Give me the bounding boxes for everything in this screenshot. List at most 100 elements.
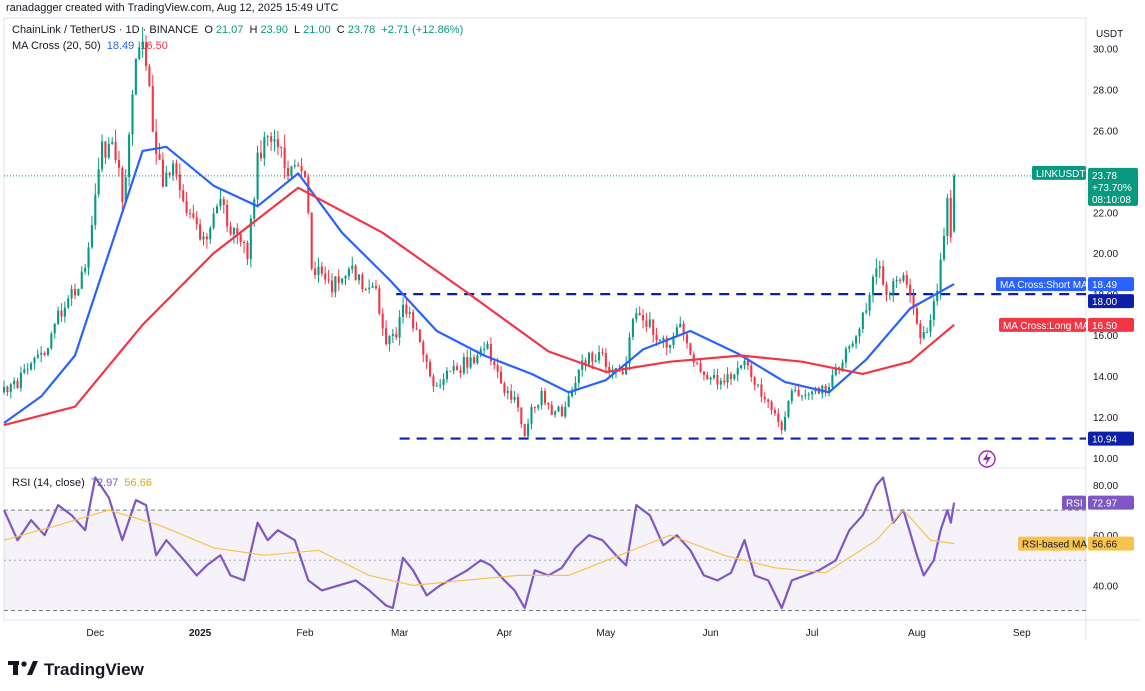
candle-body <box>371 286 374 288</box>
candle-body <box>898 279 902 281</box>
candle-body <box>205 236 208 240</box>
candle-body <box>479 349 482 356</box>
candle-body <box>368 287 371 290</box>
candle-body <box>33 357 36 364</box>
candle-body <box>101 141 104 170</box>
candle-body <box>256 152 259 200</box>
rsi-name-tag-text: RSI <box>1066 499 1083 510</box>
candle-body <box>293 165 296 167</box>
candle-body <box>229 226 232 235</box>
ma-legend-short: 18.49 <box>106 40 135 52</box>
candle-body <box>523 424 526 437</box>
candle-body <box>915 308 918 324</box>
candle-body <box>939 259 942 291</box>
candle-body <box>84 267 87 272</box>
candle-body <box>442 379 445 385</box>
long-ma-value-tag-bg <box>1088 317 1134 332</box>
candle-body <box>652 319 655 335</box>
candle-body <box>827 387 831 392</box>
candle-body <box>77 288 80 296</box>
candle-body <box>844 348 847 363</box>
candle-body <box>614 368 618 372</box>
candle-body <box>926 331 929 333</box>
candle-body <box>848 346 851 349</box>
byline: ranadagger created with TradingView.com,… <box>6 2 339 14</box>
candle-body <box>858 329 861 337</box>
candle-body <box>871 276 875 296</box>
candle-body <box>577 369 580 383</box>
short-ma-value-tag-bg <box>1088 277 1134 292</box>
candle-body <box>746 360 749 366</box>
candle-body <box>351 265 354 270</box>
candle-body <box>2 386 6 393</box>
time-tick-label: Sep <box>1013 628 1031 639</box>
price-tick-label: 20.00 <box>1093 249 1118 260</box>
rsi-value-tag-text: 72.97 <box>1092 499 1117 510</box>
candle-body <box>824 385 827 392</box>
candle-body <box>486 344 489 350</box>
price-tick-label: 28.00 <box>1093 86 1118 97</box>
long-ma-name-tag-bg <box>999 317 1086 332</box>
candle-body <box>902 275 905 281</box>
candle-body <box>263 137 266 159</box>
time-tick-label: Jun <box>703 628 719 639</box>
candle-body <box>797 390 800 397</box>
candle-body <box>635 313 638 320</box>
candle-body <box>540 391 543 406</box>
candle-body <box>658 339 662 341</box>
candle-body <box>297 165 300 167</box>
candle-body <box>608 367 611 373</box>
candle-body <box>121 167 124 202</box>
candle-body <box>912 295 915 309</box>
candle-body <box>821 385 824 394</box>
candle-body <box>439 384 442 386</box>
candle-body <box>270 136 273 142</box>
candle-body <box>276 139 279 148</box>
candle-body <box>736 368 739 375</box>
candle-body <box>114 141 117 161</box>
candle-body <box>202 236 205 240</box>
candle-body <box>763 396 766 400</box>
candle-body <box>40 352 43 355</box>
candle-body <box>236 228 239 234</box>
candle-body <box>767 399 770 402</box>
candle-body <box>753 377 756 385</box>
candle-body <box>878 266 881 269</box>
time-tick-label: Aug <box>908 628 926 639</box>
candle-body <box>462 357 465 374</box>
candle-body <box>6 386 9 393</box>
candle-body <box>692 354 695 363</box>
candle-body <box>432 376 435 387</box>
ohlc-high: 23.90 <box>260 24 288 36</box>
candle-body <box>489 344 492 362</box>
candle-body <box>16 380 19 388</box>
candle-body <box>770 401 773 411</box>
candle-body <box>689 343 692 355</box>
candle-body <box>503 383 506 393</box>
candle-body <box>919 323 922 339</box>
candle-body <box>567 396 570 407</box>
candle-body <box>111 141 114 144</box>
candle-body <box>104 141 107 158</box>
candle-body <box>773 410 776 414</box>
last-price-tag-text: 23.78 <box>1092 171 1117 182</box>
ohlc-low: 21.00 <box>303 24 331 36</box>
ma-legend: MA Cross (20, 50) 18.49 16.50 <box>12 40 171 52</box>
candle-body <box>942 235 946 260</box>
symbol-tag-bg <box>1032 165 1086 180</box>
candle-body <box>472 357 476 364</box>
candle-body <box>530 406 533 424</box>
candle-body <box>598 352 601 361</box>
currency-label: USDT <box>1096 29 1123 40</box>
candle-body <box>621 371 624 375</box>
candle-body <box>547 403 550 406</box>
candle-body <box>445 370 448 380</box>
candle-body <box>459 370 462 374</box>
candle-body <box>800 395 804 397</box>
price-tick-label: 18.00 <box>1093 290 1118 301</box>
candle-body <box>374 286 377 289</box>
candle-body <box>665 337 668 348</box>
candle-body <box>425 354 428 362</box>
candle-body <box>685 334 689 344</box>
symbol-tag-text: LINKUSDT <box>1036 169 1085 180</box>
